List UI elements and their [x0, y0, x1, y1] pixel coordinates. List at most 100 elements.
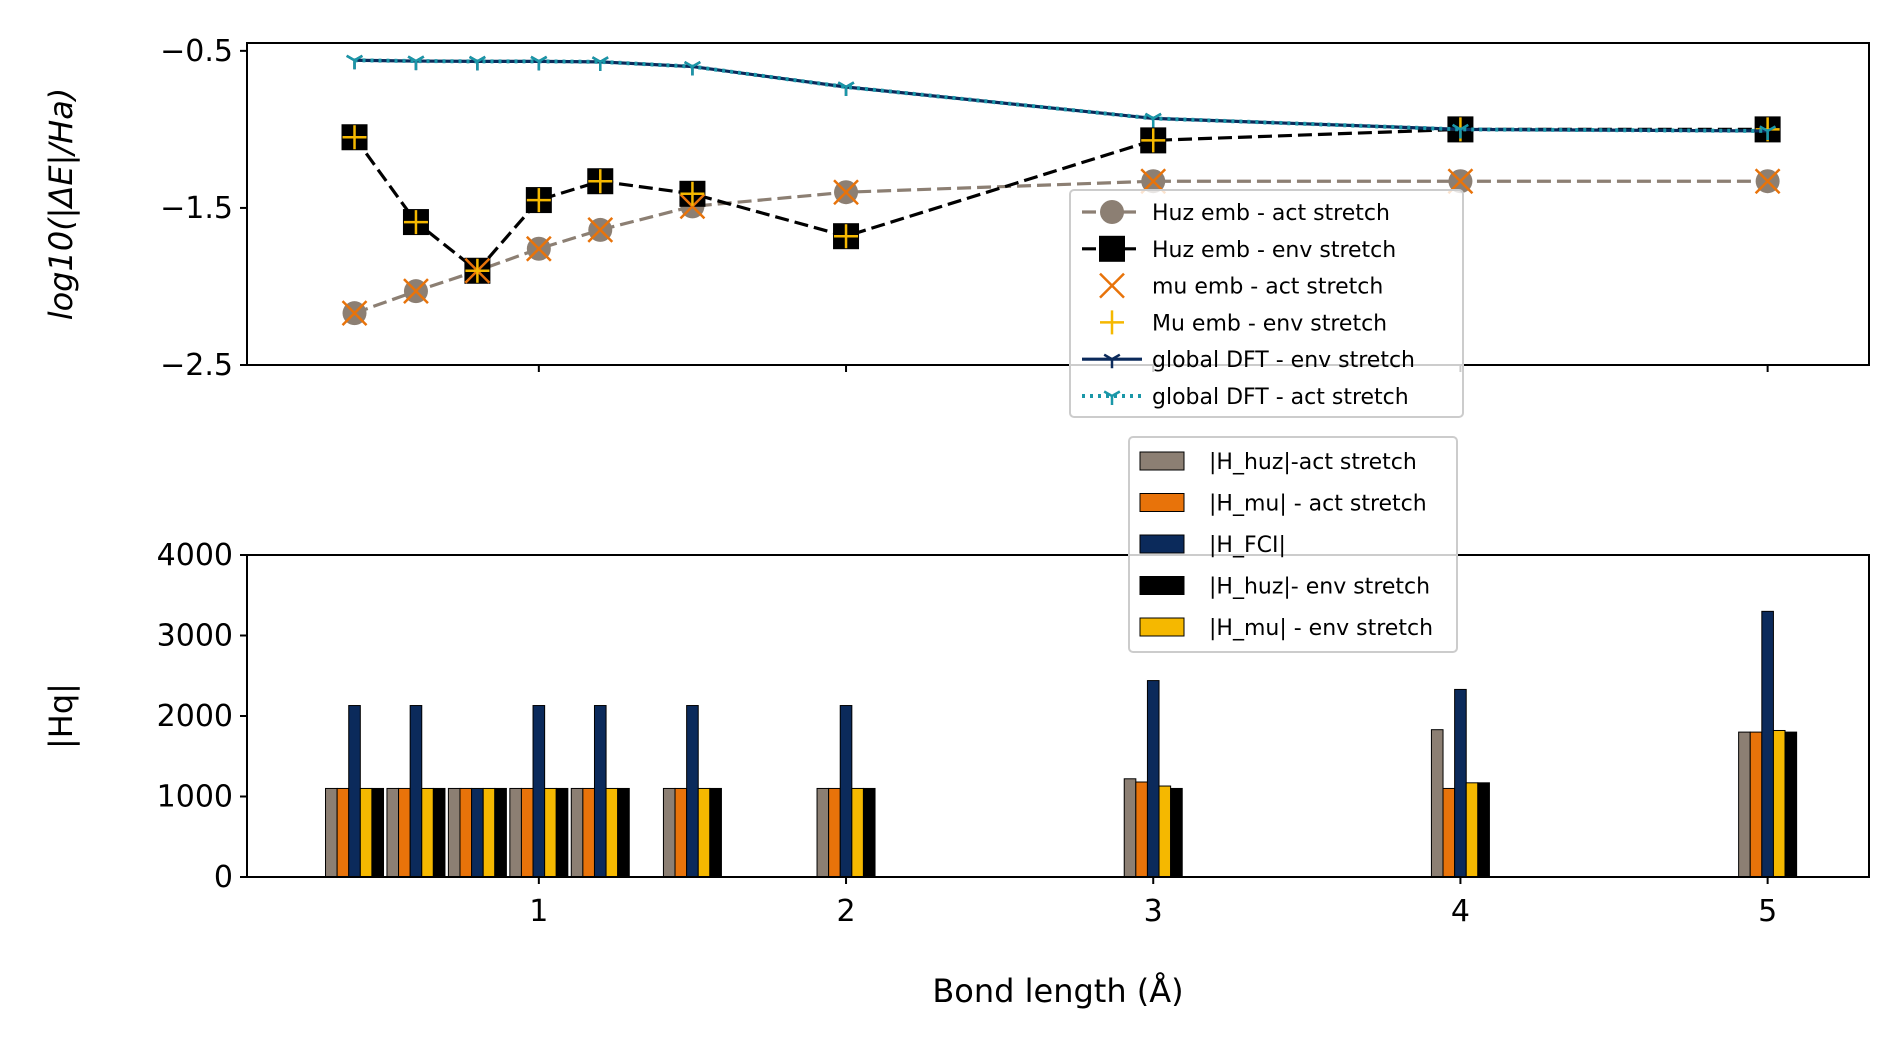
bottom-y-axis-label: |Hq| — [42, 683, 80, 749]
marker-mu-emb-act-stretch — [679, 193, 706, 220]
bottom-xtick-label: 1 — [529, 894, 548, 929]
bar-h-mu-act-stretch — [1135, 781, 1148, 878]
bottom-xtick-label: 5 — [1758, 894, 1777, 929]
series-huz-emb-act-stretch — [342, 169, 1780, 326]
bar-h-huz-act-stretch — [662, 787, 676, 878]
bar-h-fci — [532, 705, 546, 878]
bar-h-huz-act-stretch — [1430, 729, 1444, 878]
legend-label: global DFT - env stretch — [1152, 348, 1415, 373]
bar-h-mu-act-stretch — [674, 787, 688, 878]
bar-h-huz-act-stretch — [509, 787, 522, 878]
bar-h-huz-env-stretch — [494, 787, 507, 878]
bar-h-mu-act-stretch — [398, 787, 411, 878]
marker-global-dft-act-stretch — [346, 54, 363, 70]
legend-label: Huz emb - env stretch — [1152, 238, 1396, 263]
bar-h-huz-act-stretch — [816, 787, 830, 878]
marker-global-dft-act-stretch — [837, 81, 855, 96]
bar-h-huz-act-stretch — [325, 787, 338, 878]
legend-label: Mu emb - env stretch — [1152, 311, 1387, 336]
bar-h-huz-act-stretch — [447, 787, 461, 878]
bottom-legend: |H_huz|-act stretch |H_mu| - act stretch |… — [1128, 436, 1458, 653]
legend-entry-huz-emb-act-stretch: Huz emb - act stretch — [1082, 200, 1390, 226]
legend-label: global DFT - act stretch — [1152, 385, 1409, 410]
legend-label: |H_huz|- env stretch — [1209, 575, 1430, 600]
x-axis-label: Bond length (Å) — [932, 972, 1183, 1010]
bar-h-fci — [1454, 688, 1467, 878]
marker-mu-emb-env-stretch — [680, 181, 705, 206]
marker-global-dft-act-stretch — [683, 60, 701, 76]
bottom-legend-frame — [1128, 436, 1458, 653]
bar-h-huz-env-stretch — [555, 787, 569, 878]
marker-mu-emb-act-stretch — [1754, 168, 1781, 195]
marker-global-dft-act-stretch — [407, 55, 425, 71]
bottom-ytick-label: 0 — [214, 860, 233, 895]
top-plot-area — [341, 54, 1781, 327]
legend-swatch — [1139, 617, 1185, 637]
marker-global-dft-act-stretch — [591, 56, 609, 71]
bar-h-fci — [1146, 680, 1160, 878]
bottom-xtick-label: 3 — [1144, 894, 1163, 929]
bar-h-huz-env-stretch — [1784, 731, 1798, 878]
legend-swatch — [1139, 534, 1185, 554]
bottom-xtick-label: 2 — [836, 894, 855, 929]
bar-h-mu-env-stretch — [1465, 782, 1479, 878]
legend-marker — [1100, 200, 1124, 224]
legend-entry-huz-emb-env-stretch: Huz emb - env stretch — [1082, 235, 1396, 263]
bottom-ytick-label: 3000 — [157, 619, 233, 654]
bar-h-mu-env-stretch — [544, 787, 557, 878]
marker-global-dft-act-stretch — [1759, 125, 1777, 140]
bar-h-huz-act-stretch — [1738, 731, 1751, 878]
top-y-axis-label: log10(|ΔE|/Ha) — [42, 88, 80, 321]
bar-h-fci — [409, 705, 423, 878]
legend-label: mu emb - act stretch — [1152, 275, 1383, 300]
bar-h-mu-env-stretch — [697, 787, 711, 878]
line-global-dft-env-stretch — [354, 58, 1768, 133]
bar-h-fci — [1761, 610, 1774, 878]
legend-label: |H_mu| - act stretch — [1209, 492, 1427, 517]
top-ytick-label: −0.5 — [160, 34, 233, 69]
bottom-xtick-label: 4 — [1451, 894, 1470, 929]
legend-swatch — [1139, 451, 1185, 471]
bar-h-mu-env-stretch — [359, 787, 373, 878]
legend-entry-global-dft-act-stretch: global DFT - act stretch — [1082, 385, 1409, 410]
series-global-dft-act-stretch — [346, 54, 1777, 140]
legend-entry-global-dft-env-stretch: global DFT - env stretch — [1082, 348, 1415, 373]
marker-mu-emb-act-stretch — [525, 235, 552, 262]
bar-h-mu-act-stretch — [520, 787, 534, 878]
bar-h-mu-env-stretch — [851, 787, 864, 878]
top-legend-frame — [1069, 189, 1464, 418]
marker-mu-emb-env-stretch — [588, 169, 613, 194]
marker-global-dft-act-stretch — [1451, 123, 1469, 139]
bar-h-huz-env-stretch — [862, 787, 876, 878]
marker-global-dft-act-stretch — [468, 55, 486, 71]
marker-mu-emb-act-stretch — [341, 300, 368, 327]
legend-entry-h-mu-act-stretch: |H_mu| - act stretch — [1139, 492, 1427, 517]
series-global-dft-env-stretch — [346, 54, 1777, 140]
bar-h-huz-act-stretch — [386, 787, 400, 878]
legend-label: |H_FCI| — [1209, 533, 1286, 558]
line-huz-emb-env-stretch — [353, 127, 1768, 273]
bar-h-mu-act-stretch — [582, 787, 595, 878]
line-global-dft-act-stretch — [354, 58, 1768, 133]
marker-global-dft-act-stretch — [530, 55, 548, 71]
legend-entry-mu-emb-act-stretch: mu emb - act stretch — [1099, 272, 1383, 300]
legend-entry-h-huz-act-stretch: |H_huz|-act stretch — [1139, 450, 1417, 475]
bars-h-huz-env-stretch — [371, 731, 1798, 878]
bar-h-fci — [471, 787, 484, 878]
legend-entry-mu-emb-env-stretch: Mu emb - env stretch — [1100, 310, 1387, 336]
top-legend: Huz emb - act stretch Huz emb - env stret… — [1069, 189, 1464, 418]
legend-marker — [1103, 390, 1121, 405]
bar-h-mu-act-stretch — [828, 787, 841, 878]
marker-mu-emb-act-stretch — [833, 179, 859, 206]
bar-h-huz-env-stretch — [1477, 782, 1490, 878]
bar-h-huz-env-stretch — [1170, 787, 1183, 878]
marker-mu-emb-env-stretch — [526, 188, 551, 213]
bottom-ytick-label: 2000 — [157, 699, 233, 734]
bar-h-fci — [348, 705, 361, 878]
marker-mu-emb-act-stretch — [587, 217, 614, 243]
legend-entry-h-fci: |H_FCI| — [1139, 533, 1286, 558]
bottom-ytick-label: 1000 — [157, 780, 233, 815]
bar-h-mu-act-stretch — [336, 787, 350, 878]
legend-label: |H_huz|-act stretch — [1209, 450, 1417, 475]
series-mu-emb-act-stretch — [341, 168, 1781, 327]
